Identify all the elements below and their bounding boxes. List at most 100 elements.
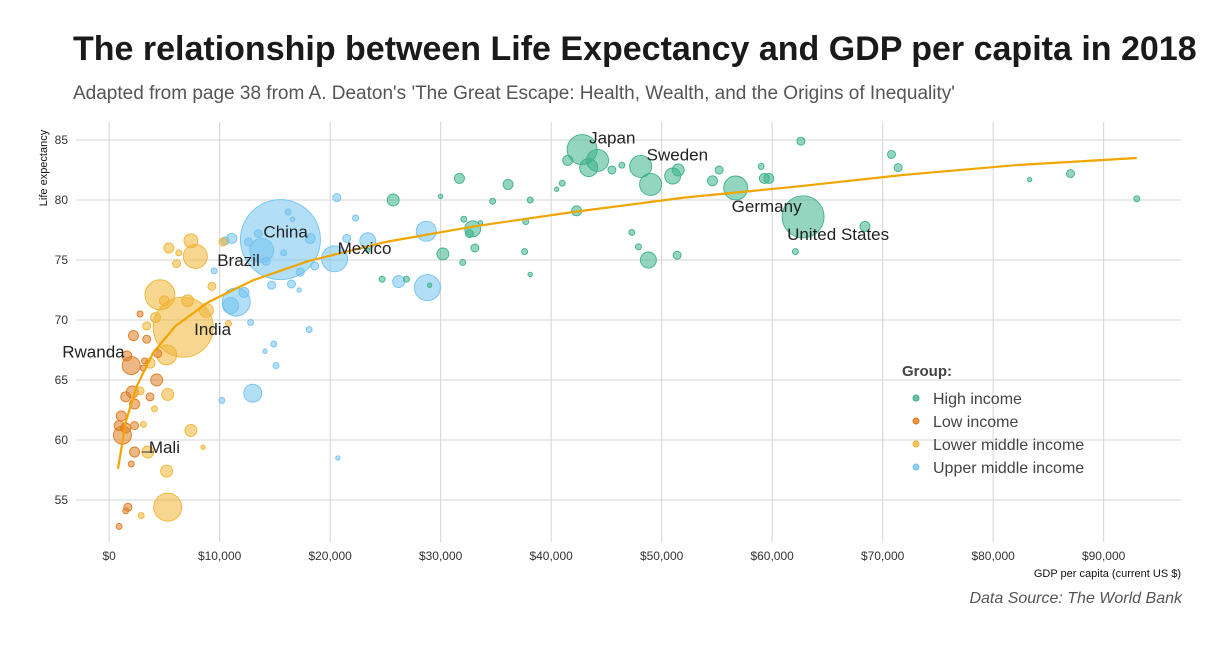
data-point — [247, 318, 255, 326]
data-point — [639, 251, 657, 269]
x-tick-label: $60,000 — [750, 549, 794, 563]
x-tick-label: $30,000 — [419, 549, 463, 563]
data-point — [210, 267, 218, 275]
data-point — [249, 237, 275, 263]
data-point — [122, 507, 130, 515]
data-point — [115, 410, 127, 422]
country-label: Mexico — [338, 239, 392, 258]
data-point — [757, 162, 765, 170]
data-point — [150, 312, 162, 324]
data-point — [172, 259, 182, 269]
data-point — [160, 464, 174, 478]
y-tick-label: 75 — [55, 253, 69, 267]
data-point — [1133, 195, 1141, 203]
data-point — [198, 302, 214, 318]
data-point — [607, 165, 617, 175]
data-point — [618, 161, 626, 169]
data-point — [378, 275, 386, 283]
data-point — [887, 149, 896, 159]
country-label: China — [263, 223, 308, 242]
data-point — [1066, 169, 1075, 179]
y-axis-ticks: 55 60 65 70 75 80 85 — [55, 133, 69, 507]
legend-swatch — [912, 440, 920, 448]
data-point — [1026, 176, 1033, 183]
chart-title: The relationship between Life Expectancy… — [73, 30, 1197, 68]
x-tick-label: $50,000 — [640, 549, 684, 563]
data-point — [225, 320, 232, 328]
data-point — [243, 237, 253, 247]
data-point — [527, 271, 533, 278]
data-point — [437, 193, 444, 200]
data-point — [145, 392, 155, 402]
data-point — [161, 387, 175, 401]
data-point — [287, 279, 296, 289]
data-point — [392, 275, 406, 289]
data-point — [136, 310, 144, 318]
data-point — [304, 232, 316, 244]
data-point — [141, 357, 148, 365]
data-point — [781, 195, 825, 239]
chart-subtitle: Adapted from page 38 from A. Deaton's 'T… — [73, 83, 955, 104]
legend: Group: High income Low income Lower middle… — [902, 363, 1084, 477]
data-point — [218, 396, 226, 404]
data-point — [365, 247, 371, 254]
legend-label: Lower middle income — [933, 437, 1084, 454]
data-point — [130, 421, 140, 431]
data-point — [182, 243, 208, 269]
data-point — [554, 186, 560, 192]
data-point — [222, 297, 240, 315]
x-axis-title: GDP per capita (current US $) — [1034, 568, 1181, 580]
data-point — [562, 154, 574, 166]
country-label: Japan — [589, 129, 635, 148]
x-tick-label: $80,000 — [971, 549, 1015, 563]
data-point — [243, 383, 263, 403]
data-point — [436, 247, 450, 261]
legend-swatch — [912, 394, 920, 402]
data-point — [200, 444, 206, 450]
data-point — [502, 178, 514, 190]
data-point — [289, 216, 296, 222]
country-label: Germany — [732, 197, 802, 216]
country-label: Rwanda — [62, 343, 125, 362]
data-point — [672, 250, 682, 260]
data-point — [707, 175, 718, 187]
country-label: United States — [787, 225, 889, 244]
data-point — [150, 373, 164, 387]
data-point — [310, 261, 320, 271]
legend-swatch — [912, 417, 920, 425]
data-point — [460, 215, 468, 223]
data-point — [158, 295, 170, 307]
data-point — [526, 196, 534, 204]
country-label: India — [194, 320, 231, 339]
data-point — [128, 330, 139, 342]
x-tick-label: $10,000 — [198, 549, 242, 563]
data-point — [262, 348, 268, 354]
data-point — [791, 248, 799, 256]
data-point — [629, 154, 653, 178]
x-tick-label: $40,000 — [529, 549, 573, 563]
data-point — [151, 405, 158, 413]
data-point — [763, 172, 775, 184]
data-point — [628, 228, 636, 236]
data-point — [558, 179, 566, 187]
data-point — [142, 321, 152, 331]
x-tick-label: $20,000 — [308, 549, 352, 563]
data-points — [112, 134, 1141, 530]
country-label: Brazil — [217, 251, 260, 270]
data-point — [714, 165, 724, 175]
data-point — [415, 220, 437, 242]
data-point — [153, 492, 183, 522]
data-point — [181, 294, 195, 308]
x-tick-label: $70,000 — [861, 549, 905, 563]
legend-label: Low income — [933, 414, 1018, 431]
data-source-caption: Data Source: The World Bank — [969, 590, 1182, 607]
country-label: Sweden — [647, 145, 708, 164]
y-tick-label: 65 — [55, 373, 69, 387]
x-tick-label: $0 — [102, 549, 116, 563]
gridlines — [76, 122, 1181, 542]
x-tick-label: $90,000 — [1082, 549, 1126, 563]
data-point — [521, 248, 529, 256]
data-point — [121, 350, 133, 362]
data-point — [579, 158, 599, 178]
data-point — [459, 258, 467, 266]
